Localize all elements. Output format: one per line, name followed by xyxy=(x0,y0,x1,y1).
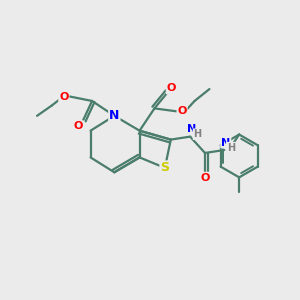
Text: O: O xyxy=(177,106,187,116)
Text: O: O xyxy=(167,83,176,94)
Text: O: O xyxy=(74,121,83,131)
Text: O: O xyxy=(200,172,210,183)
Text: N: N xyxy=(109,109,119,122)
Text: H: H xyxy=(194,129,202,139)
Text: N: N xyxy=(221,138,230,148)
Text: H: H xyxy=(227,142,235,153)
Text: N: N xyxy=(187,124,196,134)
Text: O: O xyxy=(59,92,68,101)
Text: S: S xyxy=(160,161,169,174)
